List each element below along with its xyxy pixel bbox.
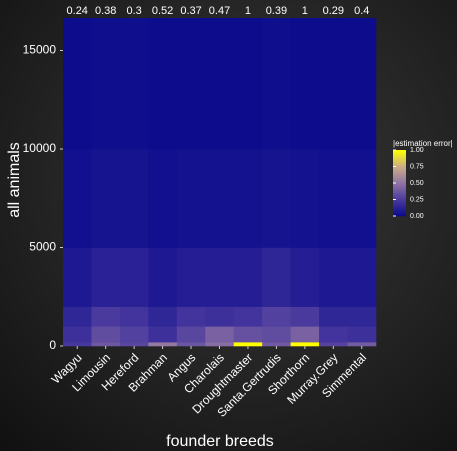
heat-cell (262, 149, 291, 248)
heat-cell (291, 307, 320, 327)
heat-cell (63, 326, 92, 342)
heat-cell (234, 342, 263, 346)
colorbar-tick-label: 1.00 (410, 147, 424, 154)
heat-cell (319, 307, 348, 327)
max-error-label: 0.24 (67, 5, 88, 17)
heat-cell (120, 342, 149, 346)
max-error-label: 0.3 (126, 5, 141, 17)
heat-cell (63, 18, 92, 149)
heat-cell (348, 342, 377, 346)
heat-cell (205, 307, 234, 327)
heat-cell (319, 326, 348, 342)
heat-cell (291, 18, 320, 149)
heat-cell (205, 342, 234, 346)
heat-cell (120, 18, 149, 149)
heat-cell (348, 18, 377, 149)
heat-cell (120, 307, 149, 327)
colorbar-tick-label: 0.00 (410, 213, 424, 220)
heat-cell (91, 307, 120, 327)
heat-cell (63, 307, 92, 327)
heat-cell (319, 248, 348, 307)
heat-cell (205, 326, 234, 342)
heat-cell (291, 342, 320, 346)
heat-cell (291, 248, 320, 307)
heat-cell (63, 342, 92, 346)
heat-cell (148, 307, 177, 327)
heat-cell (148, 342, 177, 346)
y-tick-label: 0 (49, 338, 56, 352)
heat-cell (348, 326, 377, 342)
heat-cell (91, 18, 120, 149)
max-error-label: 0.37 (180, 5, 201, 17)
colorbar-tick-label: 0.75 (410, 163, 424, 170)
heat-cell (120, 149, 149, 248)
heat-cell (63, 149, 92, 248)
max-error-label: 0.38 (95, 5, 116, 17)
chart: founder breeds all animals |estimation e… (0, 0, 457, 451)
heat-cell (348, 149, 377, 248)
heat-cell (120, 248, 149, 307)
heat-cell (205, 18, 234, 149)
heat-cell (205, 149, 234, 248)
heat-cell (91, 342, 120, 346)
heat-cell (348, 307, 377, 327)
heat-cell (234, 326, 263, 342)
heat-cell (262, 342, 291, 346)
heat-cell (262, 248, 291, 307)
heat-cell (348, 248, 377, 307)
max-error-label: 1 (245, 5, 251, 17)
y-tick-label: 10000 (23, 141, 57, 155)
max-error-label: 0.4 (354, 5, 369, 17)
y-axis-title: all animals (6, 142, 23, 218)
heat-cell (91, 149, 120, 248)
heat-cell (177, 248, 206, 307)
y-tick-label: 5000 (29, 240, 56, 254)
heat-cell (262, 326, 291, 342)
colorbar-tick-label: 0.50 (410, 180, 424, 187)
max-error-label: 0.39 (266, 5, 287, 17)
heat-cell (177, 307, 206, 327)
heat-cell (148, 248, 177, 307)
heat-cell (291, 326, 320, 342)
max-error-label: 0.47 (209, 5, 230, 17)
heat-cell (234, 248, 263, 307)
heat-cell (177, 342, 206, 346)
heat-cell (91, 248, 120, 307)
heat-cell (63, 248, 92, 307)
heat-cell (291, 149, 320, 248)
heat-cell (91, 326, 120, 342)
heat-cell (177, 326, 206, 342)
heat-cell (148, 326, 177, 342)
heat-cell (177, 149, 206, 248)
heat-cell (262, 307, 291, 327)
max-error-label: 0.29 (323, 5, 344, 17)
heat-cell (234, 307, 263, 327)
heat-cell (234, 18, 263, 149)
heat-cell (120, 326, 149, 342)
colorbar-tick-label: 0.25 (410, 196, 424, 203)
heat-cell (262, 18, 291, 149)
heat-cell (234, 149, 263, 248)
x-axis-title: founder breeds (166, 433, 274, 450)
heat-cell (319, 149, 348, 248)
max-error-label: 0.52 (152, 5, 173, 17)
max-error-label: 1 (302, 5, 308, 17)
heat-cell (319, 342, 348, 346)
heat-cell (148, 18, 177, 149)
heat-cell (177, 18, 206, 149)
heat-cell (148, 149, 177, 248)
heat-cell (319, 18, 348, 149)
heat-cell (205, 248, 234, 307)
y-tick-label: 15000 (23, 43, 57, 57)
